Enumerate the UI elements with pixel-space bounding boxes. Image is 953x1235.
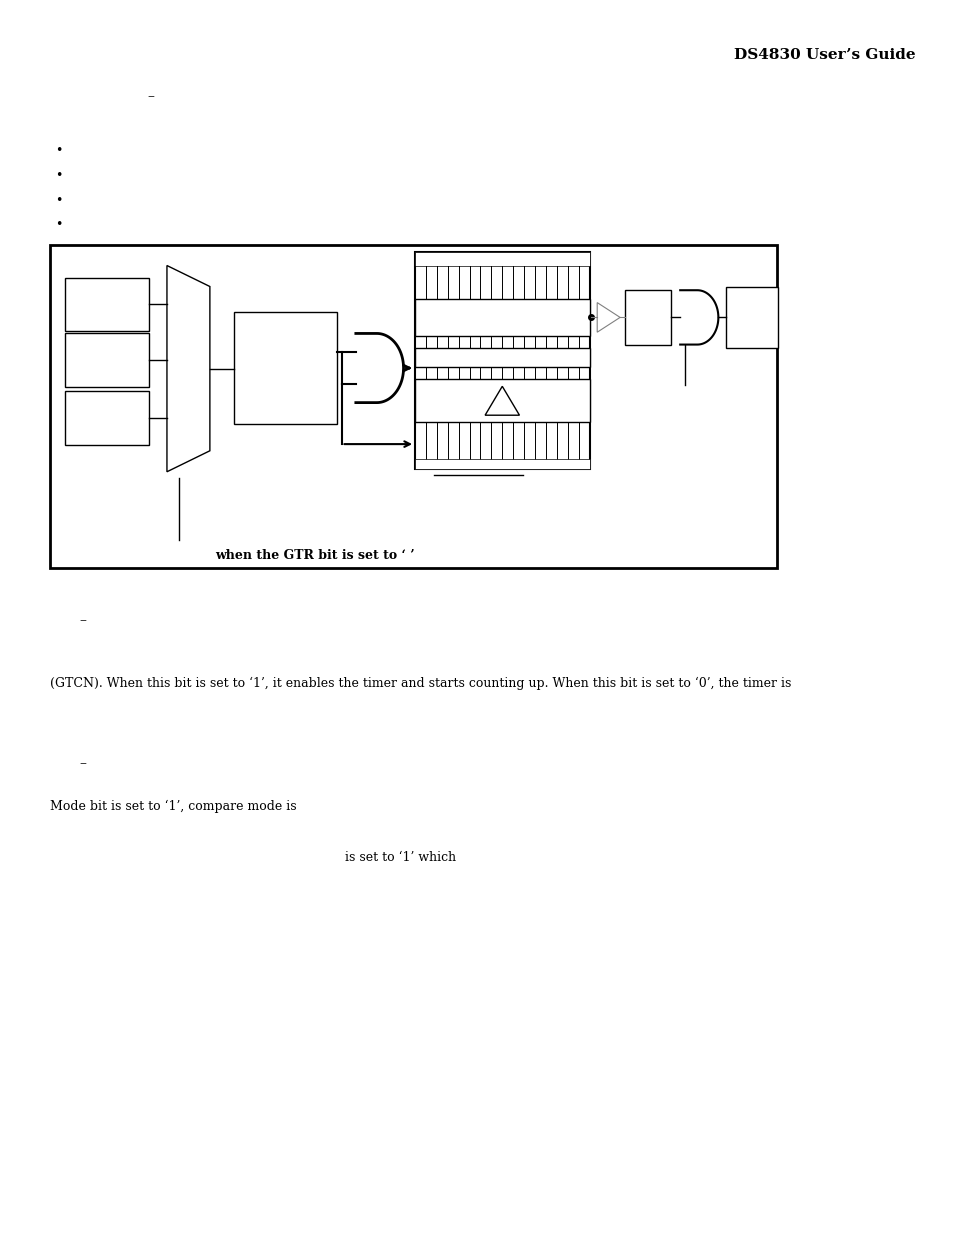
Polygon shape [355,333,403,403]
Bar [725,287,778,348]
Text: when the GTR bit is set to ‘ ’: when the GTR bit is set to ‘ ’ [214,550,415,562]
Text: –: – [79,613,86,627]
Text: •: • [55,169,63,182]
Bar [415,299,589,336]
Text: –: – [148,89,154,104]
Polygon shape [597,303,619,332]
Bar [415,459,589,469]
Text: is set to ‘1’ which: is set to ‘1’ which [345,851,456,863]
Text: –: – [79,756,86,771]
Bar [65,333,149,387]
Text: (GTCN). When this bit is set to ‘1’, it enables the timer and starts counting up: (GTCN). When this bit is set to ‘1’, it … [50,677,790,689]
Polygon shape [167,266,210,472]
Bar [65,278,149,331]
Text: •: • [55,144,63,157]
Text: DS4830 User’s Guide: DS4830 User’s Guide [734,48,915,62]
Text: •: • [55,194,63,206]
Bar [415,348,589,367]
Bar [50,245,776,568]
Polygon shape [484,387,518,415]
Bar [233,312,336,424]
Text: Mode bit is set to ‘1’, compare mode is: Mode bit is set to ‘1’, compare mode is [50,800,296,813]
Polygon shape [679,290,718,345]
Text: •: • [55,219,63,231]
Bar [415,252,589,266]
Bar [415,252,589,469]
Bar [65,391,149,445]
Bar [624,290,670,345]
Bar [415,379,589,422]
